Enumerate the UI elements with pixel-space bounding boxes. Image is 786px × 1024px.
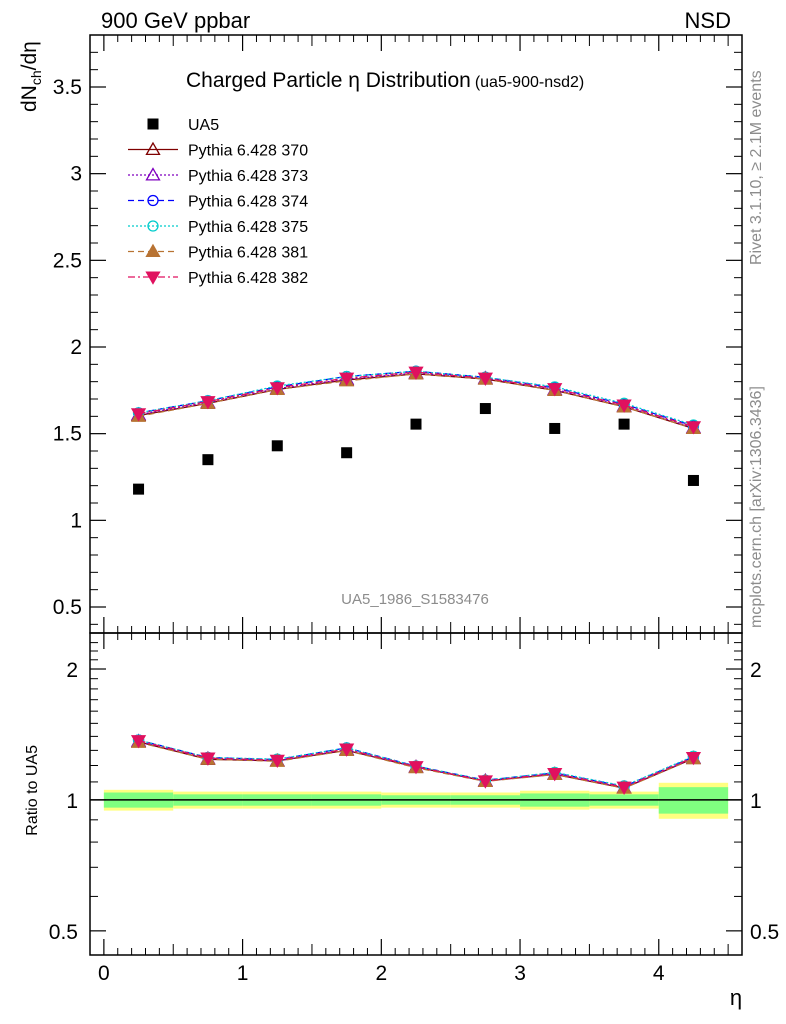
y-tick-label-main: 1.5 (53, 423, 82, 446)
header-event-type-label: NSD (685, 8, 731, 33)
data-point-marker (200, 752, 216, 766)
legend-item: Pythia 6.428 382 (128, 270, 308, 287)
series-6 (130, 366, 702, 435)
ratio-axis-ticks: 0.5 0.5 1 1 2 2 0 1 2 3 4 (49, 633, 779, 985)
main-series-group (130, 365, 702, 495)
legend-item: Pythia 6.428 373 (128, 167, 308, 185)
x-tick-label: 2 (375, 962, 387, 985)
main-axis-ticks: 0.5 1 1.5 2 2.5 3 3.5 (53, 34, 743, 633)
header-process-label: 900 GeV ppbar (101, 8, 250, 33)
x-tick-label: 4 (653, 962, 665, 985)
data-point-marker (269, 382, 285, 396)
legend-marker (147, 194, 159, 207)
legend-label: Pythia 6.428 375 (188, 219, 308, 236)
ratio-y-tick-label-left: 2 (66, 659, 78, 682)
data-point-marker (130, 735, 147, 749)
chart-title: Charged Particle η Distribution (ua5-900-… (186, 69, 584, 92)
data-point-marker (618, 418, 630, 430)
y-tick-label-main: 0.5 (53, 596, 82, 619)
y-tick-label-main: 2 (70, 336, 82, 359)
x-axis-label: η (730, 985, 742, 1010)
main-plot-panel: 0.5 1 1.5 2 2.5 3 3.5 Charged Particle η Distr… (18, 34, 743, 634)
ratio-y-tick-label-right: 2 (750, 659, 762, 682)
legend-item: Pythia 6.428 370 (128, 141, 308, 160)
side-label-rivet: Rivet 3.1.10, ≥ 2.1M events (748, 70, 765, 265)
data-point-marker (408, 366, 424, 380)
side-label-mcplots: mcplots.cern.ch [arXiv:1306.3436] (748, 386, 765, 628)
legend-label: Pythia 6.428 374 (188, 194, 308, 211)
legend-marker (147, 220, 159, 232)
data-point-marker (685, 751, 702, 766)
ratio-y-tick-label-left: 0.5 (49, 921, 78, 944)
ratio-y-tick-label-right: 0.5 (750, 921, 779, 944)
series-line (138, 739, 694, 788)
legend-item: Pythia 6.428 381 (128, 243, 308, 262)
y-tick-label-main: 1 (70, 509, 82, 532)
data-point-marker (477, 775, 493, 789)
legend-label: UA5 (188, 117, 219, 134)
data-point-marker (269, 754, 285, 769)
data-point-marker (549, 422, 561, 434)
y-tick-label-main: 3 (70, 163, 82, 186)
x-tick-label: 1 (237, 962, 249, 985)
series-0 (133, 403, 699, 495)
data-point-marker (202, 454, 214, 466)
legend-marker (145, 141, 161, 156)
data-point-marker (339, 743, 355, 757)
data-point-marker (133, 483, 145, 495)
legend-item: UA5 (147, 117, 219, 134)
ratio-plot-frame (89, 632, 743, 956)
legend-marker (145, 167, 161, 181)
chart-title-main: Charged Particle η Distribution (186, 69, 471, 92)
data-point-marker (410, 418, 422, 430)
y-axis-label-main: dNch/dη (18, 41, 44, 112)
ratio-plot-panel: 0.5 0.5 1 1 2 2 0 1 2 3 4 Ratio to UA5 η (24, 632, 779, 1010)
data-point-marker (547, 768, 563, 782)
x-tick-label: 3 (514, 962, 526, 985)
data-point-marker (547, 383, 563, 397)
ratio-series-group (130, 733, 702, 795)
legend-label: Pythia 6.428 381 (188, 245, 308, 262)
x-tick-label: 0 (98, 962, 110, 985)
data-point-marker (200, 396, 216, 410)
series-5 (130, 735, 702, 795)
legend-label: Pythia 6.428 382 (188, 270, 308, 287)
data-point-marker (130, 408, 147, 422)
legend-marker (145, 243, 161, 258)
legend-item: Pythia 6.428 374 (128, 194, 308, 211)
legend: UA5 Pythia 6.428 370 Pythia 6.428 373 Pythi… (128, 117, 308, 287)
data-point-marker (341, 447, 353, 459)
data-point-marker (687, 474, 699, 486)
ratio-y-tick-label-right: 1 (750, 790, 762, 813)
legend-marker (147, 118, 159, 130)
legend-label: Pythia 6.428 373 (188, 168, 308, 185)
data-point-marker (479, 403, 491, 415)
data-point-marker (616, 781, 632, 795)
y-axis-label-ratio: Ratio to UA5 (24, 745, 41, 836)
data-point-marker (616, 399, 632, 413)
data-point-marker (477, 372, 493, 387)
data-point-marker (685, 421, 702, 435)
legend-item: Pythia 6.428 375 (128, 219, 308, 236)
data-point-marker (271, 440, 283, 452)
chart-title-tag: (ua5-900-nsd2) (475, 74, 584, 91)
y-tick-label-main: 3.5 (53, 76, 82, 99)
legend-label: Pythia 6.428 370 (188, 143, 308, 160)
watermark-label: UA5_1986_S1583476 (341, 591, 489, 608)
y-tick-label-main: 2.5 (53, 249, 82, 272)
legend-marker (145, 271, 161, 285)
ratio-y-tick-label-left: 1 (66, 790, 78, 813)
data-point-marker (339, 372, 355, 387)
ratio-uncertainty-bands (103, 782, 729, 819)
data-point-marker (408, 761, 424, 775)
